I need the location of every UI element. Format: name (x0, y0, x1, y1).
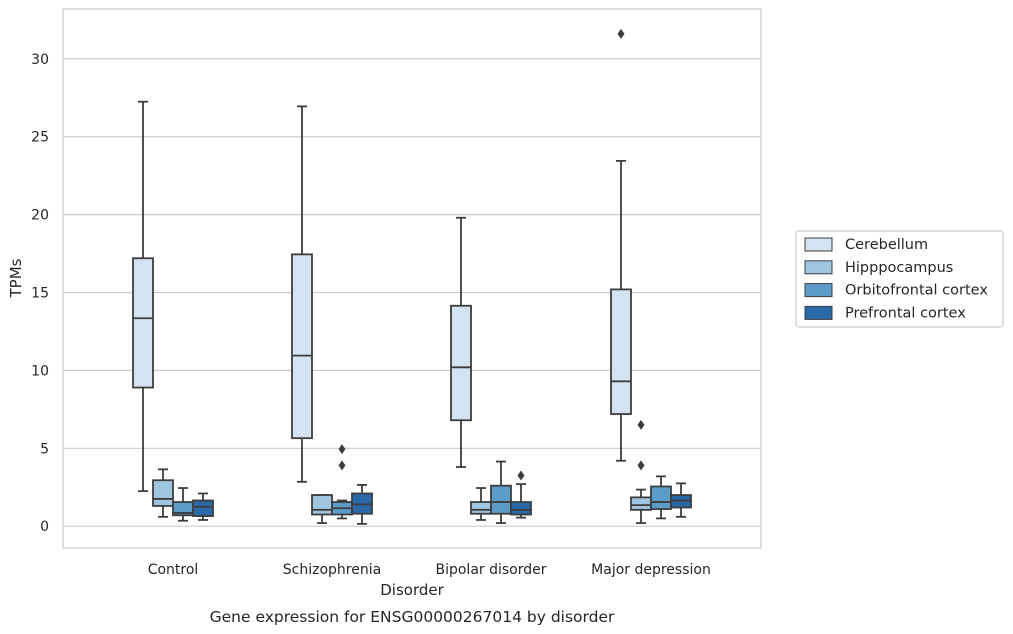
box-prefrontal-cortex (192, 492, 214, 521)
box-orbitofrontal-cortex (331, 444, 353, 520)
legend-label: Cerebellum (845, 237, 928, 253)
legend-swatch (804, 305, 833, 320)
legend-frame (795, 230, 1004, 328)
box-iqr (291, 253, 313, 440)
legend: Cerebellum Hipppocampus Orbitofrontal cort… (795, 230, 1004, 328)
box-iqr (630, 496, 652, 511)
box-iqr (490, 484, 512, 515)
y-tick-label: 5 (40, 441, 49, 457)
box-prefrontal-cortex (670, 482, 692, 518)
box-hipppocampus (630, 419, 652, 524)
box-iqr (311, 494, 333, 516)
x-tick-label: Major depression (591, 562, 711, 578)
legend-label: Prefrontal cortex (845, 305, 966, 321)
box-hipppocampus (311, 494, 333, 524)
x-tick-labels: Control Schizophrenia Bipolar disorder Majo… (148, 562, 711, 578)
box-orbitofrontal-cortex (490, 460, 512, 524)
outlier-point (617, 28, 625, 39)
box-iqr (510, 501, 532, 516)
grid-layer (63, 58, 761, 527)
box-iqr (470, 501, 492, 515)
x-axis-title: Disorder (380, 581, 444, 599)
box-prefrontal-cortex (510, 470, 532, 519)
legend-swatch (804, 237, 833, 252)
y-axis-title: TPMs (7, 258, 25, 298)
y-tick-labels: 0 5 10 15 20 25 30 (31, 52, 49, 535)
x-tick-label: Schizophrenia (283, 562, 381, 578)
plot-layer (132, 28, 692, 525)
y-tick-label: 25 (31, 130, 49, 146)
y-tick-label: 15 (31, 286, 49, 302)
outlier-point (338, 460, 346, 471)
plot-frame (62, 8, 762, 549)
x-tick-label: Bipolar disorder (435, 562, 546, 578)
y-tick-label: 0 (40, 519, 49, 535)
y-tick-label: 10 (31, 363, 49, 379)
box-prefrontal-cortex (351, 484, 373, 525)
y-tick-label: 30 (31, 52, 49, 68)
box-orbitofrontal-cortex (172, 487, 194, 522)
box-iqr (650, 485, 672, 510)
outlier-point (517, 470, 525, 481)
box-cerebellum (450, 216, 472, 468)
box-iqr (450, 304, 472, 422)
box-cerebellum (132, 100, 154, 493)
legend-label: Orbitofrontal cortex (845, 283, 988, 299)
box-iqr (132, 257, 154, 389)
legend-label: Hipppocampus (845, 260, 953, 276)
y-tick-label: 20 (31, 208, 49, 224)
legend-swatch (804, 283, 833, 298)
box-cerebellum (610, 28, 632, 462)
outlier-point (637, 460, 645, 471)
x-tick-label: Control (148, 562, 199, 578)
box-iqr (610, 288, 632, 415)
box-iqr (192, 499, 214, 517)
figure-caption: Gene expression for ENSG00000267014 by d… (210, 608, 615, 626)
box-hipppocampus (152, 468, 174, 518)
box-orbitofrontal-cortex (650, 475, 672, 520)
outlier-point (637, 419, 645, 430)
box-hipppocampus (470, 487, 492, 521)
box-cerebellum (291, 105, 313, 483)
box-iqr (152, 479, 174, 507)
outlier-point (338, 444, 346, 455)
legend-swatch (804, 260, 833, 275)
